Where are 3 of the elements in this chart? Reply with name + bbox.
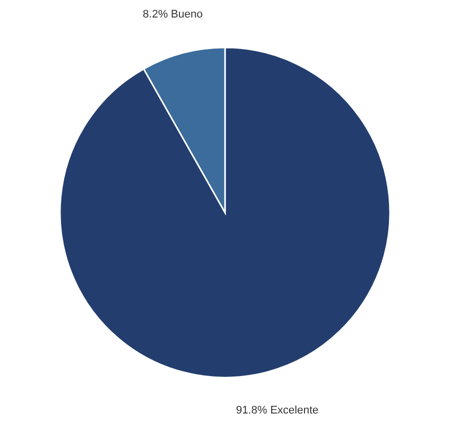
slice-label: 8.2% Bueno (142, 8, 203, 20)
slice-label: 91.8% Excelente (236, 404, 319, 417)
pie-slice (59, 46, 391, 378)
